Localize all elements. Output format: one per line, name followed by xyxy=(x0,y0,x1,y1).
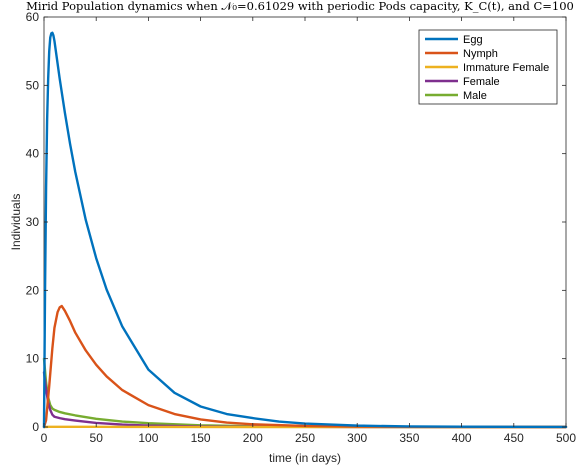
legend-label-male: Male xyxy=(463,90,487,102)
y-tick-label: 40 xyxy=(26,147,40,161)
series-layer xyxy=(42,31,568,429)
x-tick-label: 200 xyxy=(243,431,263,445)
y-axis-label: Individuals xyxy=(9,194,23,251)
y-tick-label: 30 xyxy=(26,215,40,229)
legend-label-nymph: Nymph xyxy=(463,48,498,60)
y-axis-ticks: 0 10 20 30 40 50 60 xyxy=(26,10,566,434)
y-tick-label: 60 xyxy=(26,10,40,24)
x-tick-label: 400 xyxy=(452,431,472,445)
x-tick-label: 50 xyxy=(90,431,104,445)
x-tick-label: 300 xyxy=(347,431,367,445)
x-tick-label: 250 xyxy=(295,431,315,445)
x-tick-label: 0 xyxy=(41,431,48,445)
x-axis-ticks: 0 50 100 150 200 250 300 350 400 450 500 xyxy=(41,17,576,445)
y-tick-label: 10 xyxy=(26,352,40,366)
x-tick-label: 500 xyxy=(556,431,576,445)
x-axis-label: time (in days) xyxy=(269,451,341,465)
series-line-egg xyxy=(42,31,568,429)
x-tick-label: 350 xyxy=(399,431,419,445)
x-tick-label: 100 xyxy=(138,431,158,445)
y-tick-label: 0 xyxy=(32,420,39,434)
legend-label-female: Female xyxy=(463,76,500,88)
y-tick-label: 50 xyxy=(26,78,40,92)
legend: Egg Nymph Immature Female Female Male xyxy=(418,29,558,105)
x-tick-label: 150 xyxy=(191,431,211,445)
legend-label-immature-female: Immature Female xyxy=(463,62,549,74)
y-tick-label: 20 xyxy=(26,283,40,297)
x-tick-label: 450 xyxy=(504,431,524,445)
legend-label-egg: Egg xyxy=(463,34,483,46)
chart-title: Mirid Population dynamics when 𝒩₀=0.6102… xyxy=(26,0,574,13)
